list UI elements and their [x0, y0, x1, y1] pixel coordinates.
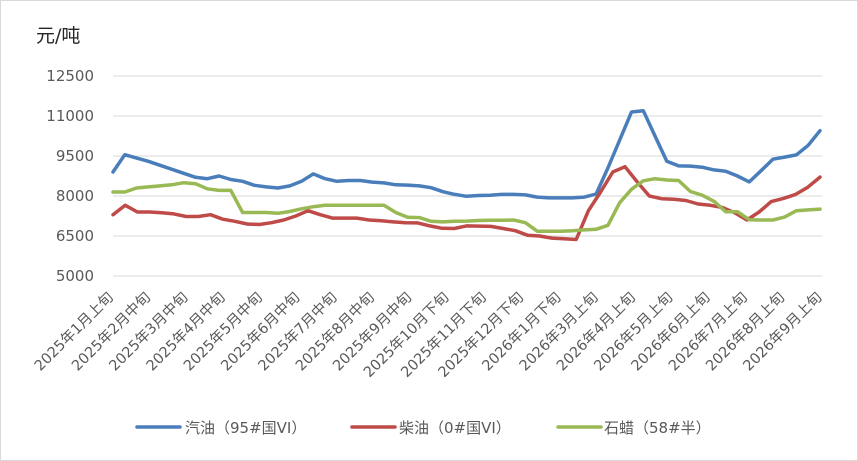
unit-label: 元/吨 — [36, 25, 80, 47]
y-tick-label: 9500 — [56, 147, 94, 165]
legend-label-1: 柴油（0#国VI） — [399, 419, 511, 437]
gridlines — [113, 75, 822, 277]
y-tick-label: 11000 — [46, 107, 94, 125]
series-lines — [111, 108, 822, 242]
y-tick-label: 6500 — [56, 227, 94, 245]
x-axis-ticks: 2025年1月上旬2025年2月中旬2025年3月中旬2025年4月中旬2025… — [31, 289, 825, 381]
series-line-2 — [111, 176, 822, 233]
legend-label-0: 汽油（95#国VI） — [185, 419, 306, 437]
series-line-1 — [111, 164, 822, 242]
y-tick-label: 5000 — [56, 267, 94, 285]
legend-label-2: 石蜡（58#半） — [604, 419, 711, 437]
legend: 汽油（95#国VI） 柴油（0#国VI） 石蜡（58#半） — [135, 419, 711, 437]
y-tick-label: 8000 — [56, 187, 94, 205]
y-tick-label: 12500 — [46, 67, 94, 85]
y-axis-ticks: 5000 6500 8000 9500 11000 12500 — [46, 67, 94, 285]
series-line-0 — [111, 108, 822, 200]
